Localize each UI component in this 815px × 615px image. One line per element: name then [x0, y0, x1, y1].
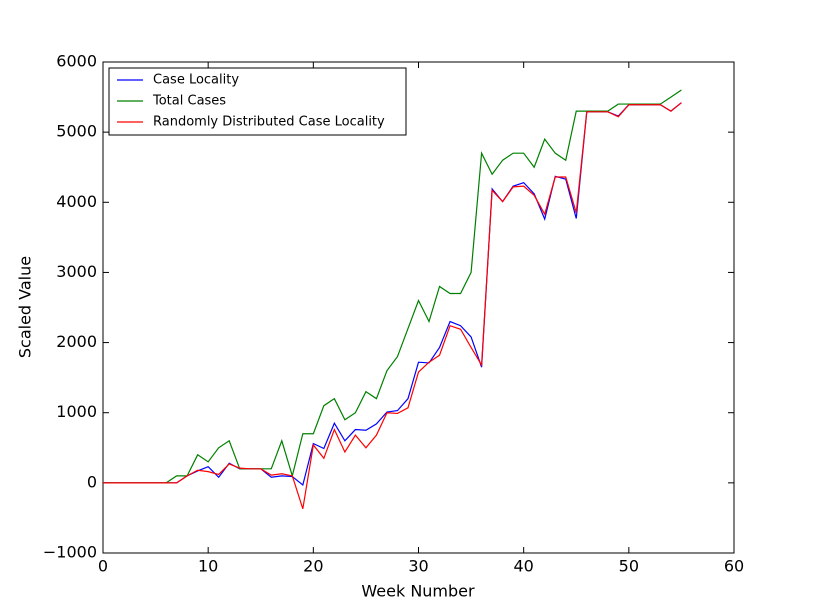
y-tick-label: 6000 — [56, 52, 97, 71]
y-tick-label: 4000 — [56, 192, 97, 211]
y-tick-label: 5000 — [56, 122, 97, 141]
plot-frame — [102, 61, 735, 554]
y-tick-label: −1000 — [43, 543, 97, 562]
x-tick-label: 40 — [513, 557, 533, 576]
legend-box — [108, 67, 407, 136]
y-tick-label: 3000 — [56, 262, 97, 281]
legend-label: Total Cases — [152, 94, 226, 109]
data-line — [103, 102, 682, 509]
data-line — [103, 89, 682, 484]
x-tick-label: 60 — [724, 557, 744, 576]
x-axis-label: Week Number — [361, 582, 475, 601]
y-axis-label: Scaled Value — [16, 256, 35, 358]
legend-label: Case Locality — [153, 73, 239, 88]
x-tick-label: 20 — [303, 557, 323, 576]
data-line — [103, 102, 682, 487]
x-tick-label: 30 — [408, 557, 428, 576]
y-tick-label: 0 — [87, 472, 97, 491]
x-tick-label: 10 — [198, 557, 218, 576]
x-tick-label: 0 — [98, 557, 108, 576]
x-tick-label: 50 — [619, 557, 639, 576]
y-tick-label: 2000 — [56, 332, 97, 351]
legend-label: Randomly Distributed Case Locality — [153, 115, 385, 130]
y-tick-label: 1000 — [56, 402, 97, 421]
